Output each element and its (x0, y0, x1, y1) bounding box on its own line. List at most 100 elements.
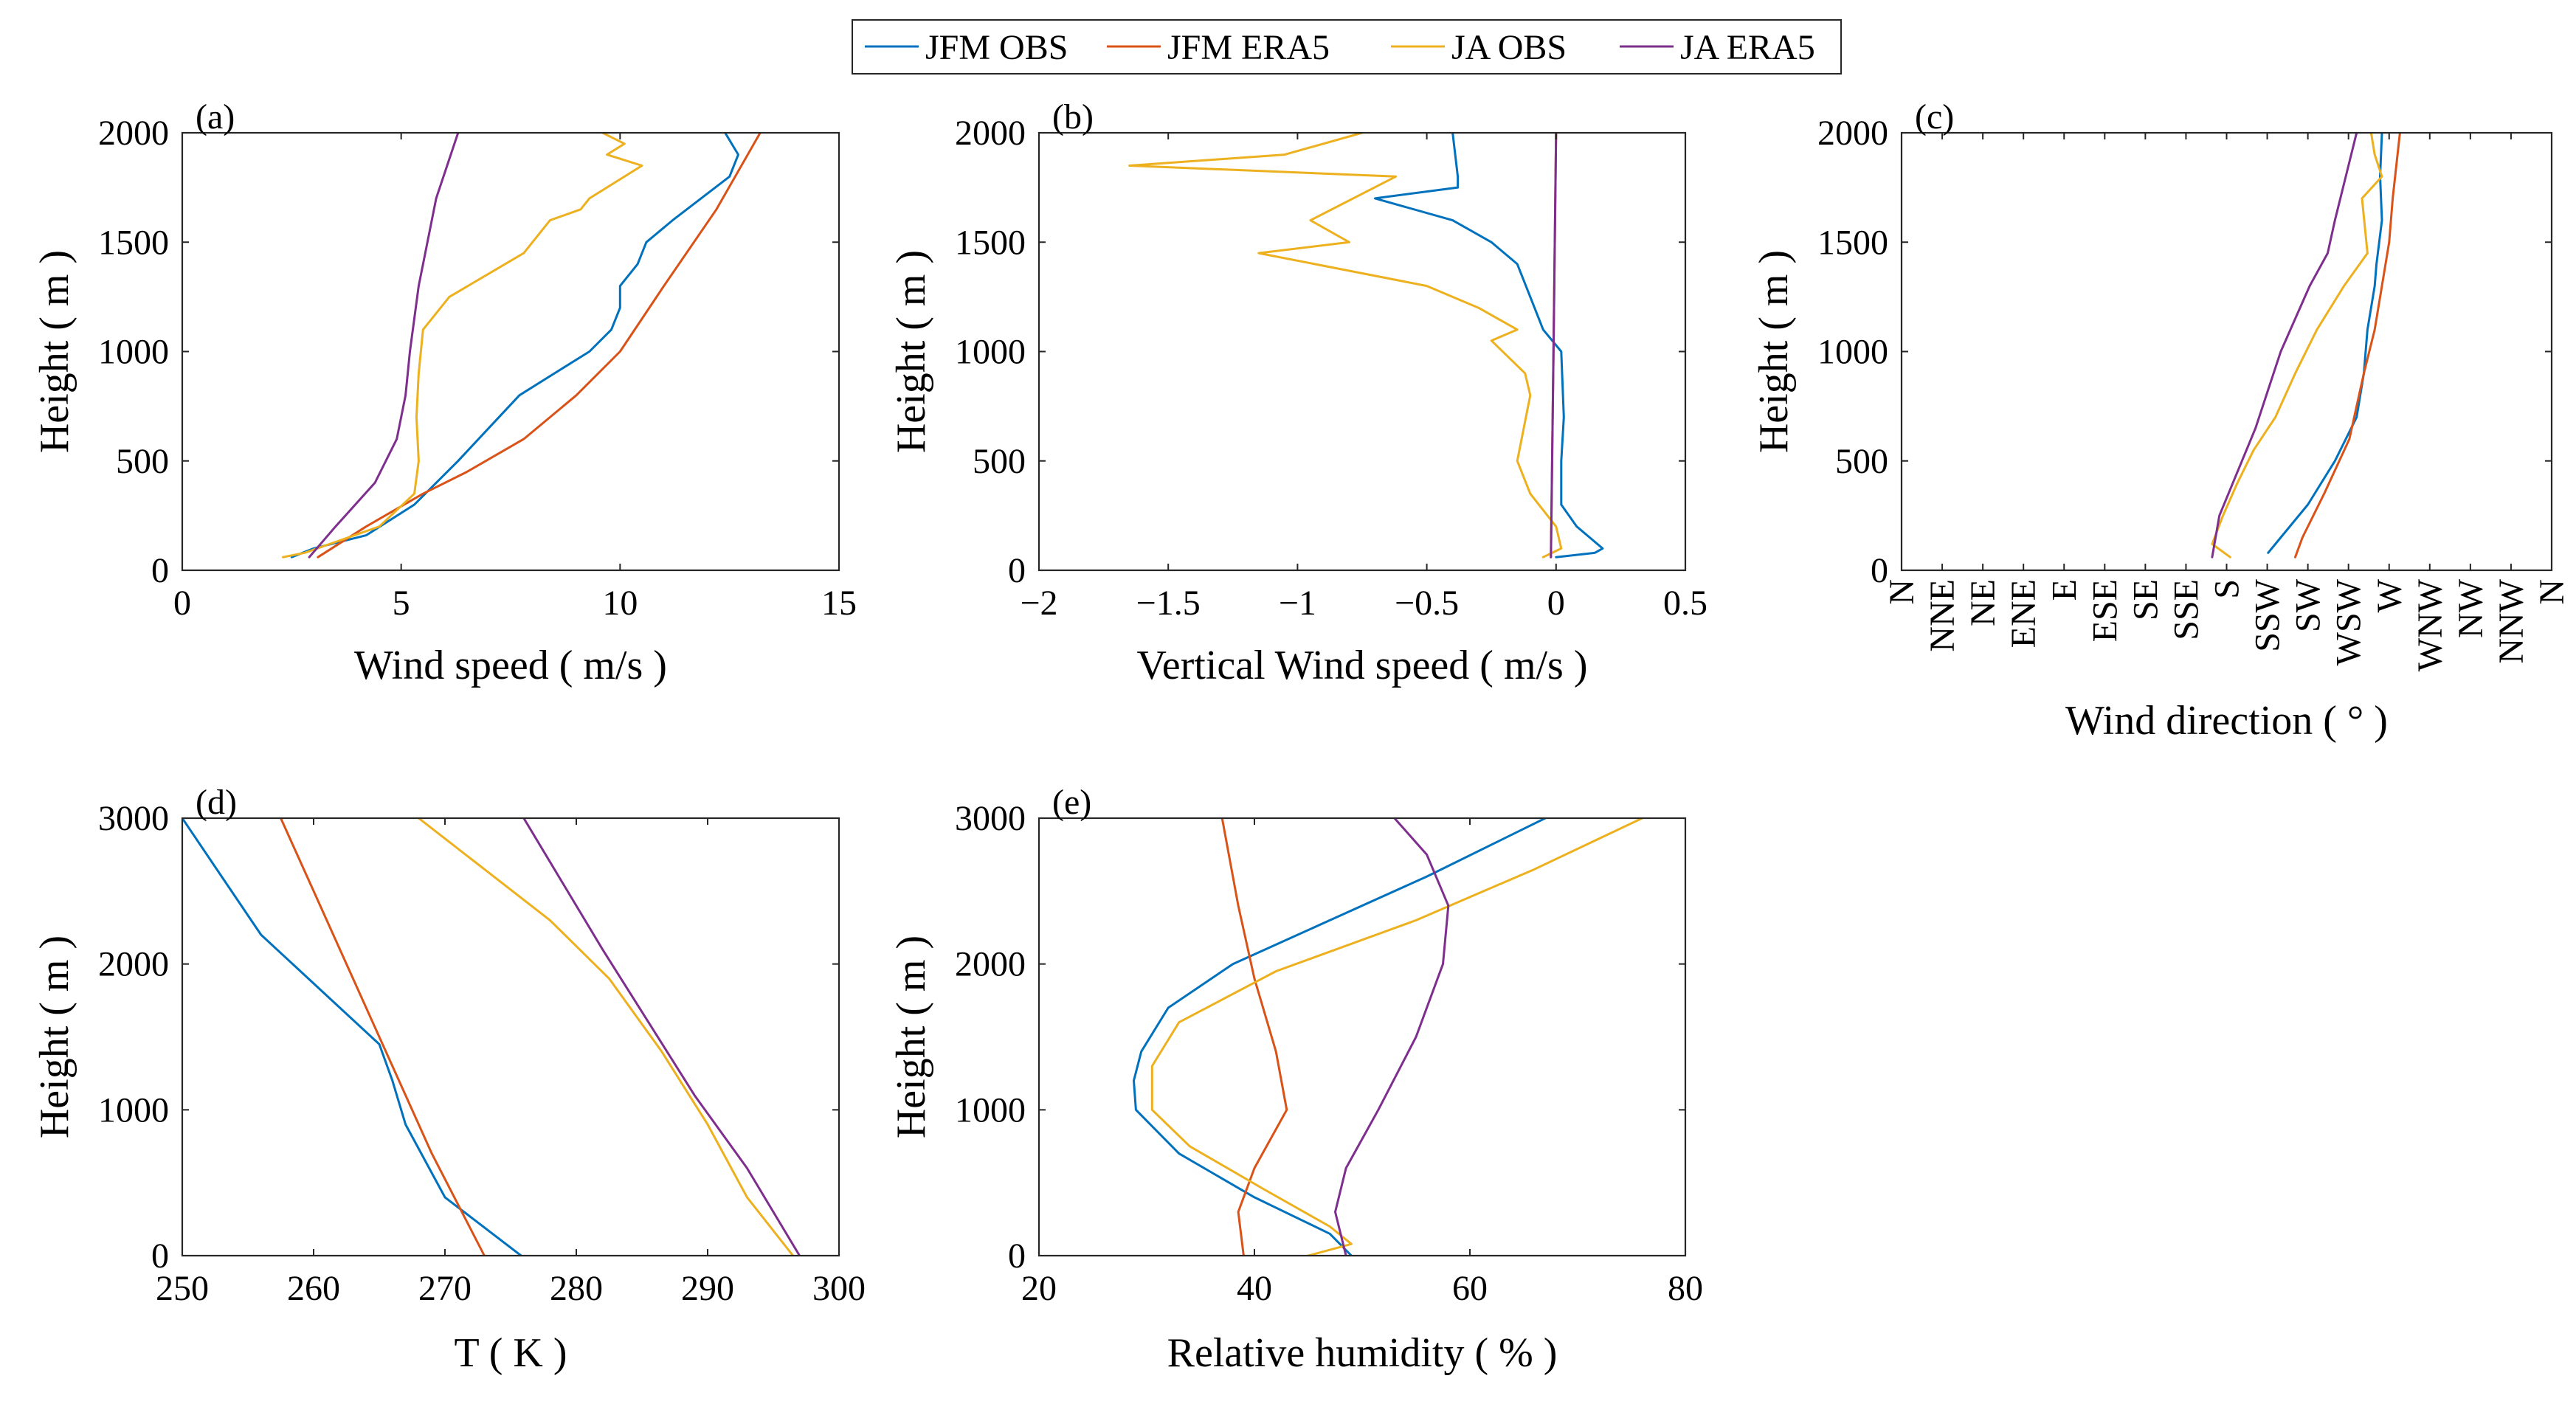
x-tick-label: N (1882, 579, 1921, 605)
panel-label: (b) (1052, 97, 1094, 136)
x-tick-label: 260 (287, 1269, 340, 1308)
x-tick-label: NNE (1923, 579, 1962, 652)
y-tick-label: 1000 (98, 1090, 169, 1130)
y-tick-label: 2000 (98, 945, 169, 984)
x-tick-label: NE (1964, 579, 2003, 626)
y-tick-label: 500 (116, 442, 169, 481)
series-line (182, 818, 522, 1256)
x-tick-label: W (2370, 578, 2409, 612)
x-tick-label: WNW (2411, 578, 2450, 671)
x-tick-label: SSE (2166, 579, 2206, 640)
x-tick-label: SW (2289, 578, 2328, 632)
series-line (1334, 818, 1450, 1256)
series-line (317, 133, 762, 558)
series-line (2294, 133, 2401, 558)
x-tick-label: 300 (812, 1269, 866, 1308)
y-axis-label: Height ( m ) (1751, 250, 1797, 453)
x-tick-label: 60 (1452, 1269, 1488, 1308)
x-tick-label: 280 (550, 1269, 603, 1308)
series-line (1550, 133, 1558, 558)
x-tick-label: 270 (418, 1269, 472, 1308)
series-line (1220, 818, 1288, 1256)
y-tick-label: 2000 (1817, 114, 1888, 153)
legend-label: JFM ERA5 (1167, 28, 1330, 67)
series-line (1374, 133, 1604, 558)
x-axis-label: Relative humidity ( % ) (1167, 1330, 1558, 1376)
x-tick-label: 0 (173, 584, 191, 623)
y-tick-label: 1000 (955, 333, 1026, 372)
x-tick-label: E (2045, 579, 2084, 601)
plot-area (1037, 131, 1687, 572)
legend-label: JA ERA5 (1680, 28, 1815, 67)
plot-area (1037, 817, 1687, 1257)
x-tick-label: 20 (1021, 1269, 1057, 1308)
plot-area (181, 131, 840, 572)
series-group (2211, 133, 2401, 558)
x-tick-label: 15 (821, 584, 857, 623)
plot-area (181, 817, 840, 1257)
series-group (182, 818, 801, 1256)
panel-label: (d) (196, 783, 237, 822)
y-tick-label: 1000 (1817, 333, 1888, 372)
y-tick-label: 0 (1008, 551, 1026, 590)
x-tick-label: ESE (2085, 579, 2124, 642)
y-tick-label: 3000 (98, 799, 169, 838)
y-tick-label: 0 (151, 551, 169, 590)
x-tick-label: −0.5 (1395, 584, 1459, 623)
y-tick-label: 1500 (1817, 223, 1888, 262)
x-tick-label: 40 (1237, 1269, 1272, 1308)
panel-label: (c) (1915, 97, 1954, 136)
x-tick-label: 290 (681, 1269, 734, 1308)
x-tick-label: 5 (393, 584, 410, 623)
x-tick-label: SE (2126, 579, 2165, 620)
panel-label: (a) (196, 97, 235, 136)
y-tick-label: 0 (151, 1236, 169, 1276)
y-tick-label: 3000 (955, 799, 1026, 838)
y-tick-label: 0 (1871, 551, 1888, 590)
x-axis-label: Wind speed ( m/s ) (354, 643, 667, 688)
series-line (308, 133, 460, 558)
x-tick-label: 80 (1668, 1269, 1703, 1308)
panel-c: N NNE NE ENE E ESE SE SSE S SSW SW WSW W WNW NW NNW N050… (1751, 97, 2572, 744)
x-tick-label: NW (2451, 578, 2490, 638)
series-line (1133, 818, 1547, 1256)
x-tick-label: 0 (1547, 584, 1565, 623)
legend-item: JA OBS (1391, 28, 1567, 67)
series-line (417, 818, 795, 1256)
y-tick-label: 1000 (955, 1090, 1026, 1130)
series-line (1150, 818, 1644, 1256)
legend-label: JFM OBS (925, 28, 1068, 67)
series-line (282, 133, 643, 558)
y-axis-label: Height ( m ) (32, 935, 77, 1138)
x-tick-label: WSW (2330, 578, 2369, 665)
legend-item: JA ERA5 (1620, 28, 1815, 67)
x-tick-label: 0.5 (1663, 584, 1707, 623)
legend-box (852, 19, 1842, 75)
series-line (2267, 133, 2383, 554)
series-line (2211, 133, 2358, 558)
y-axis-label: Height ( m ) (888, 250, 934, 453)
series-line (522, 818, 801, 1256)
x-tick-label: −1.5 (1136, 584, 1201, 623)
series-group (1128, 133, 1604, 558)
y-tick-label: 2000 (955, 114, 1026, 153)
x-tick-label: S (2208, 579, 2247, 599)
y-tick-label: 2000 (955, 945, 1026, 984)
x-tick-label: 250 (156, 1269, 209, 1308)
legend-label: JA OBS (1451, 28, 1567, 67)
series-line (290, 133, 739, 558)
x-tick-label: ENE (2004, 579, 2043, 648)
series-group (1133, 818, 1644, 1256)
x-tick-label: −2 (1020, 584, 1057, 623)
x-axis-label: Wind direction ( ° ) (2065, 698, 2388, 744)
x-axis-label: T ( K ) (455, 1330, 567, 1376)
x-axis-label: Vertical Wind speed ( m/s ) (1137, 643, 1588, 688)
series-line (280, 818, 486, 1256)
legend: JFM OBS JFM ERA5 JA OBS JA ERA5 (852, 19, 1842, 75)
x-tick-label: N (2532, 579, 2572, 605)
panel-e: 20 40 60 80 0 1000 2000 3000 (e) Relative humidit… (888, 783, 1703, 1376)
y-tick-label: 500 (1835, 442, 1888, 481)
